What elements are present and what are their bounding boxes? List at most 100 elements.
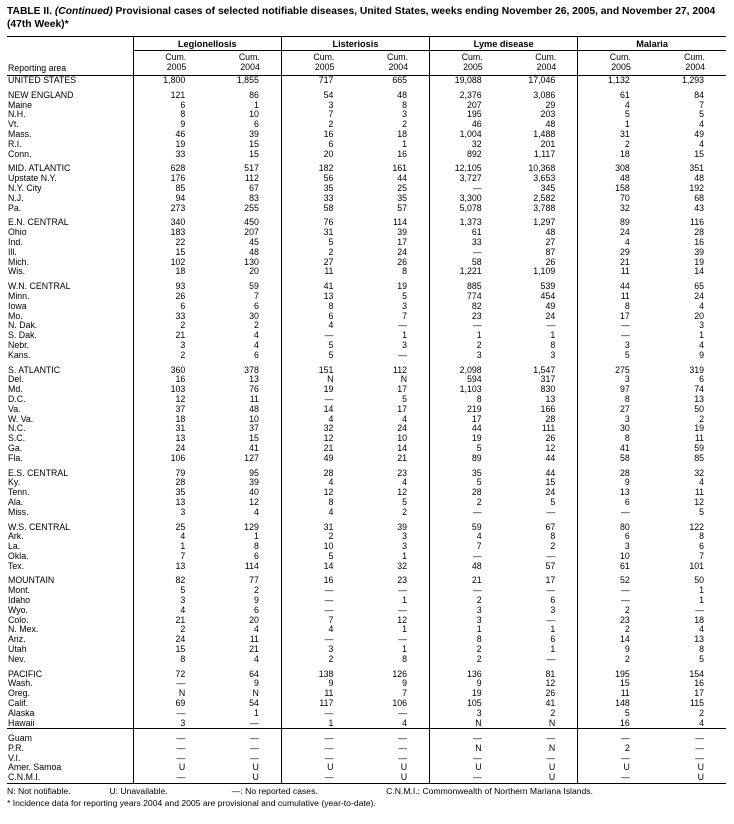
table-row: R.I. 19 15 6 1 32 201 2 4: [7, 139, 726, 150]
value-cell: 195: [577, 669, 652, 680]
value-cell: —: [280, 394, 356, 405]
reporting-area-cell: Amer. Samoa: [8, 763, 62, 773]
table-row: Minn. 26 7 13 5 774 454 11 24: [7, 291, 726, 302]
reporting-area-cell: Colo.: [8, 615, 29, 625]
value-cell: 80: [577, 522, 652, 533]
table-row: MID. ATLANTIC 628 517 182 161 12,105 10,368 308…: [7, 164, 726, 175]
value-cell: —: [577, 596, 652, 606]
value-cell: 7: [699, 551, 704, 561]
table-row: UNITED STATES 1,800 1,855 717 665 19,088 17,04…: [7, 75, 726, 86]
table-row: Amer. Samoa U U U U U U U U: [7, 763, 726, 774]
value-cell: —: [250, 743, 259, 753]
value-cell: 19: [280, 385, 356, 395]
value-cell: N: [548, 743, 556, 753]
table-row: Nebr. 3 4 5 3 2 8 3 4: [7, 340, 726, 351]
value-cell: 6: [699, 375, 704, 385]
value-cell: 23: [429, 311, 504, 322]
value-cell: —: [398, 321, 408, 331]
value-cell: 4: [253, 625, 259, 635]
reporting-area-cell: Minn.: [8, 291, 30, 301]
value-cell: 3: [132, 596, 208, 606]
value-cell: 13: [694, 635, 704, 645]
table-number-label: TABLE II.: [7, 6, 52, 17]
value-cell: 13: [280, 291, 356, 302]
value-cell: 126: [392, 669, 408, 679]
value-cell: 79: [132, 468, 208, 479]
value-cell: 6: [280, 139, 356, 150]
value-cell: 8: [429, 394, 504, 405]
table-row: D.C. 12 11 — 5 8 13 8 13: [7, 394, 726, 405]
value-cell: 26: [545, 257, 556, 267]
reporting-area-cell: N. Mex.: [8, 625, 39, 635]
table-continued-label: (Continued): [54, 6, 113, 17]
value-cell: 19: [429, 689, 504, 700]
value-cell: 97: [577, 385, 652, 395]
table-row: Ariz. 24 11 — — 8 6 14 13: [7, 635, 726, 646]
reporting-area-cell: Maine: [8, 100, 32, 110]
table-row: N. Mex. 2 4 4 1 1 1 2 4: [7, 625, 726, 636]
value-cell: —: [398, 743, 408, 753]
value-cell: 17: [429, 414, 504, 425]
value-cell: 21: [132, 615, 208, 626]
value-cell: 45: [249, 237, 259, 247]
value-cell: 72: [132, 669, 208, 680]
value-cell: U: [252, 763, 259, 773]
table-row: Guam — — — — — — — —: [7, 733, 726, 744]
value-cell: 2: [402, 507, 408, 517]
value-cell: 14: [694, 267, 704, 277]
table-row: La. 1 8 10 3 7 2 3 6: [7, 542, 726, 552]
value-cell: 11: [280, 689, 356, 700]
value-cell: 9: [132, 120, 208, 131]
value-cell: —: [546, 551, 556, 561]
value-cell: 1: [699, 596, 704, 606]
value-cell: 28: [577, 468, 652, 479]
value-cell: 81: [545, 669, 556, 679]
value-cell: —: [546, 753, 556, 763]
value-cell: 24: [132, 635, 208, 646]
reporting-area-cell: Idaho: [8, 596, 31, 606]
table-row: Maine 6 1 3 8 207 29 4 7: [7, 100, 726, 111]
value-cell: 12: [280, 488, 356, 498]
value-cell: 18: [397, 130, 408, 140]
value-cell: 17,046: [528, 75, 556, 86]
value-cell: —: [132, 708, 208, 719]
value-cell: 10: [577, 551, 652, 562]
table-row: Vt. 9 6 2 2 46 48 1 4: [7, 120, 726, 131]
value-cell: 30: [249, 311, 259, 321]
value-cell: 37: [132, 404, 208, 415]
value-cell: 3: [132, 718, 208, 729]
value-cell: 18: [132, 267, 208, 278]
value-cell: 13: [132, 561, 208, 572]
value-cell: 48: [694, 174, 704, 184]
section-gap: [7, 159, 726, 165]
table-row: V.I. — — — — — — — —: [7, 753, 726, 764]
value-cell: 28: [429, 488, 504, 498]
notifiable-diseases-table: Legionellosis Listeriosis Lyme disease Mala…: [7, 36, 726, 784]
value-cell: 49: [694, 130, 704, 140]
value-cell: 9: [577, 478, 652, 489]
table-row: Md. 103 76 19 17 1,103 830 97 74: [7, 385, 726, 395]
value-cell: 1,800: [132, 75, 208, 86]
value-cell: 195: [429, 110, 504, 121]
value-cell: 351: [689, 164, 704, 174]
value-cell: 16: [577, 718, 652, 729]
value-cell: —: [546, 507, 556, 517]
value-cell: 3,727: [429, 174, 504, 184]
value-cell: —: [546, 615, 556, 625]
value-cell: —: [429, 321, 504, 332]
reporting-area-cell: MOUNTAIN: [8, 576, 55, 586]
reporting-area-cell: Ark.: [8, 532, 24, 542]
value-cell: 9: [402, 679, 408, 689]
table-row: Iowa 6 6 8 3 82 49 8 4: [7, 301, 726, 312]
reporting-area-cell: Fla.: [8, 453, 23, 463]
value-cell: 27: [545, 237, 556, 247]
column-subheader: Cum. 2005: [132, 50, 208, 77]
value-cell: 86: [249, 90, 259, 100]
value-cell: 275: [577, 365, 652, 376]
value-cell: 3: [402, 110, 408, 120]
table-row: Hawaii 3 — 1 4 N N 16 4: [7, 718, 726, 729]
footnote-incidence-note: * Incidence data for reporting years 200…: [7, 798, 376, 809]
value-cell: 4: [280, 414, 356, 425]
value-cell: 103: [132, 385, 208, 395]
value-cell: U: [548, 763, 556, 773]
